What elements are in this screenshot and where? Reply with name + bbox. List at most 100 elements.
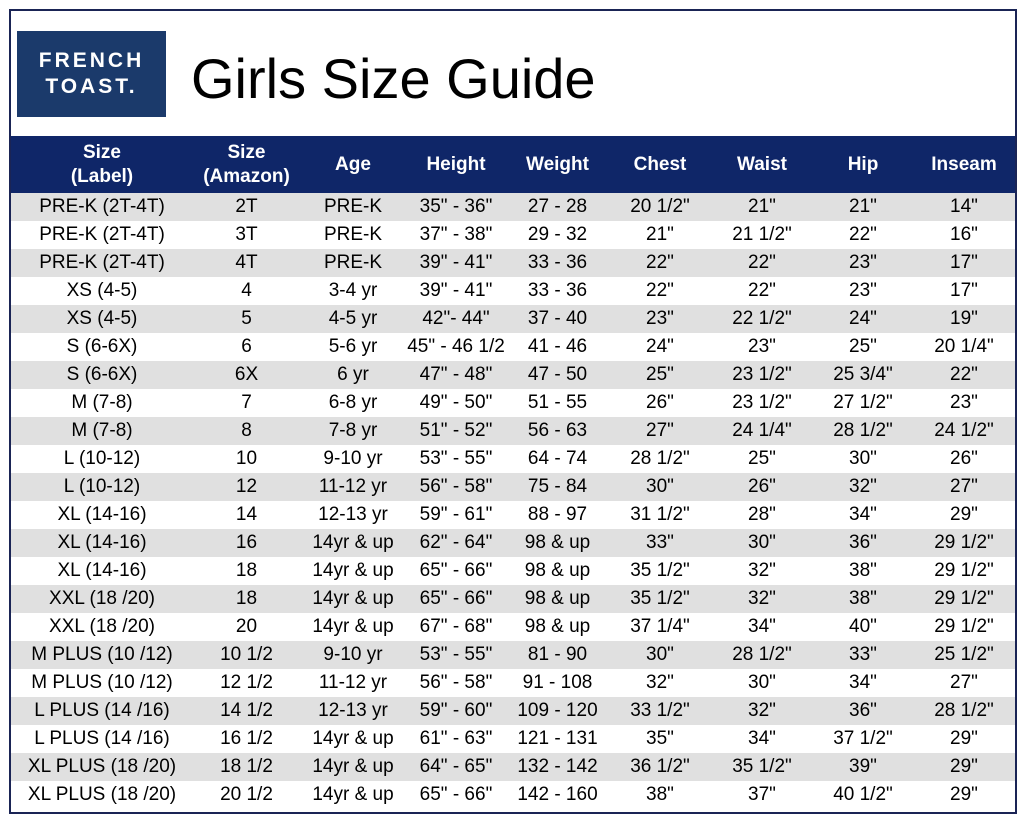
- table-cell: 56" - 58": [406, 473, 506, 501]
- table-cell: 40": [813, 613, 913, 641]
- table-cell: 21 1/2": [711, 221, 813, 249]
- table-cell: 28 1/2": [913, 697, 1015, 725]
- table-cell: 65" - 66": [406, 557, 506, 585]
- french-toast-logo: FRENCH TOAST.: [17, 31, 166, 117]
- table-row: XL PLUS (18 /20) 20 1/2 14yr & up 65" - 66"…: [11, 781, 1015, 809]
- table-cell: 67" - 68": [406, 613, 506, 641]
- table-cell: 14yr & up: [300, 585, 406, 613]
- table-header-row: Size (Label) Size (Amazon) Age Height Weight Ch…: [11, 136, 1015, 193]
- table-row: M PLUS (10 /12) 12 1/2 11-12 yr 56" - 58" 91…: [11, 669, 1015, 697]
- table-cell: 75 - 84: [506, 473, 609, 501]
- table-cell: 35 1/2": [609, 557, 711, 585]
- table-cell: 26": [609, 389, 711, 417]
- table-cell: 12 1/2: [193, 669, 300, 697]
- column-header: Size (Amazon): [193, 136, 300, 193]
- table-cell: XS (4-5): [11, 277, 193, 305]
- table-cell: 39" - 41": [406, 249, 506, 277]
- table-cell: 4-5 yr: [300, 305, 406, 333]
- column-header-line1: Waist: [737, 153, 787, 175]
- table-cell: 29 1/2": [913, 557, 1015, 585]
- table-cell: 14": [913, 193, 1015, 221]
- table-cell: 23": [609, 305, 711, 333]
- column-header-line1: Chest: [633, 153, 687, 175]
- table-cell: 16: [193, 529, 300, 557]
- table-cell: 30": [711, 669, 813, 697]
- table-row: S (6-6X) 6 5-6 yr 45" - 46 1/2 41 - 46 24" 23"…: [11, 333, 1015, 361]
- table-cell: 27": [913, 669, 1015, 697]
- table-cell: 51" - 52": [406, 417, 506, 445]
- table-cell: 34": [711, 613, 813, 641]
- table-cell: 17": [913, 277, 1015, 305]
- table-cell: 30": [609, 641, 711, 669]
- table-cell: 20 1/2: [193, 781, 300, 809]
- table-cell: 8: [193, 417, 300, 445]
- table-cell: 14yr & up: [300, 529, 406, 557]
- size-table: Size (Label) Size (Amazon) Age Height Weight Ch…: [11, 136, 1015, 809]
- table-cell: 27": [609, 417, 711, 445]
- table-cell: PRE-K: [300, 249, 406, 277]
- table-cell: 6-8 yr: [300, 389, 406, 417]
- table-cell: 53" - 55": [406, 445, 506, 473]
- table-cell: 32": [609, 669, 711, 697]
- table-cell: PRE-K: [300, 193, 406, 221]
- table-cell: 61" - 63": [406, 725, 506, 753]
- table-cell: 34": [813, 669, 913, 697]
- table-row: PRE-K (2T-4T) 2T PRE-K 35" - 36" 27 - 28 20 1…: [11, 193, 1015, 221]
- table-cell: 10: [193, 445, 300, 473]
- table-cell: 29 - 32: [506, 221, 609, 249]
- table-cell: 14yr & up: [300, 557, 406, 585]
- table-cell: L PLUS (14 /16): [11, 725, 193, 753]
- table-cell: 5: [193, 305, 300, 333]
- table-cell: 22": [913, 361, 1015, 389]
- column-header: Age: [300, 136, 406, 193]
- table-cell: 32": [711, 585, 813, 613]
- table-cell: 19": [913, 305, 1015, 333]
- table-cell: 65" - 66": [406, 781, 506, 809]
- table-cell: 23": [813, 277, 913, 305]
- column-header: Inseam: [913, 136, 1015, 193]
- table-cell: 35 1/2": [711, 753, 813, 781]
- column-header: Chest: [609, 136, 711, 193]
- table-cell: 98 & up: [506, 557, 609, 585]
- table-cell: 53" - 55": [406, 641, 506, 669]
- table-cell: 21": [609, 221, 711, 249]
- table-row: XXL (18 /20) 18 14yr & up 65" - 66" 98 & up 3…: [11, 585, 1015, 613]
- table-cell: M PLUS (10 /12): [11, 669, 193, 697]
- table-cell: 29": [913, 501, 1015, 529]
- table-cell: 29": [913, 725, 1015, 753]
- table-cell: 29 1/2": [913, 613, 1015, 641]
- table-cell: 34": [711, 725, 813, 753]
- table-cell: 25": [711, 445, 813, 473]
- table-cell: 47 - 50: [506, 361, 609, 389]
- table-cell: 20: [193, 613, 300, 641]
- table-cell: 88 - 97: [506, 501, 609, 529]
- table-cell: 23 1/2": [711, 389, 813, 417]
- table-cell: 14 1/2: [193, 697, 300, 725]
- table-cell: M (7-8): [11, 417, 193, 445]
- table-cell: 29": [913, 753, 1015, 781]
- table-cell: 3-4 yr: [300, 277, 406, 305]
- table-cell: 31 1/2": [609, 501, 711, 529]
- table-cell: 39" - 41": [406, 277, 506, 305]
- table-cell: XXL (18 /20): [11, 613, 193, 641]
- table-cell: 25": [813, 333, 913, 361]
- column-header: Height: [406, 136, 506, 193]
- table-cell: 35": [609, 725, 711, 753]
- table-cell: 22": [609, 249, 711, 277]
- table-cell: XL (14-16): [11, 501, 193, 529]
- table-cell: 41 - 46: [506, 333, 609, 361]
- table-cell: 14: [193, 501, 300, 529]
- table-cell: 36 1/2": [609, 753, 711, 781]
- column-header-line1: Weight: [526, 153, 589, 175]
- table-cell: 36": [813, 697, 913, 725]
- table-cell: XL (14-16): [11, 557, 193, 585]
- table-cell: PRE-K (2T-4T): [11, 221, 193, 249]
- table-cell: 22": [711, 277, 813, 305]
- table-cell: XXL (18 /20): [11, 585, 193, 613]
- table-cell: 9-10 yr: [300, 641, 406, 669]
- table-row: XXL (18 /20) 20 14yr & up 67" - 68" 98 & up 3…: [11, 613, 1015, 641]
- table-cell: 16 1/2: [193, 725, 300, 753]
- table-cell: 98 & up: [506, 529, 609, 557]
- table-cell: 21": [711, 193, 813, 221]
- table-cell: 37 - 40: [506, 305, 609, 333]
